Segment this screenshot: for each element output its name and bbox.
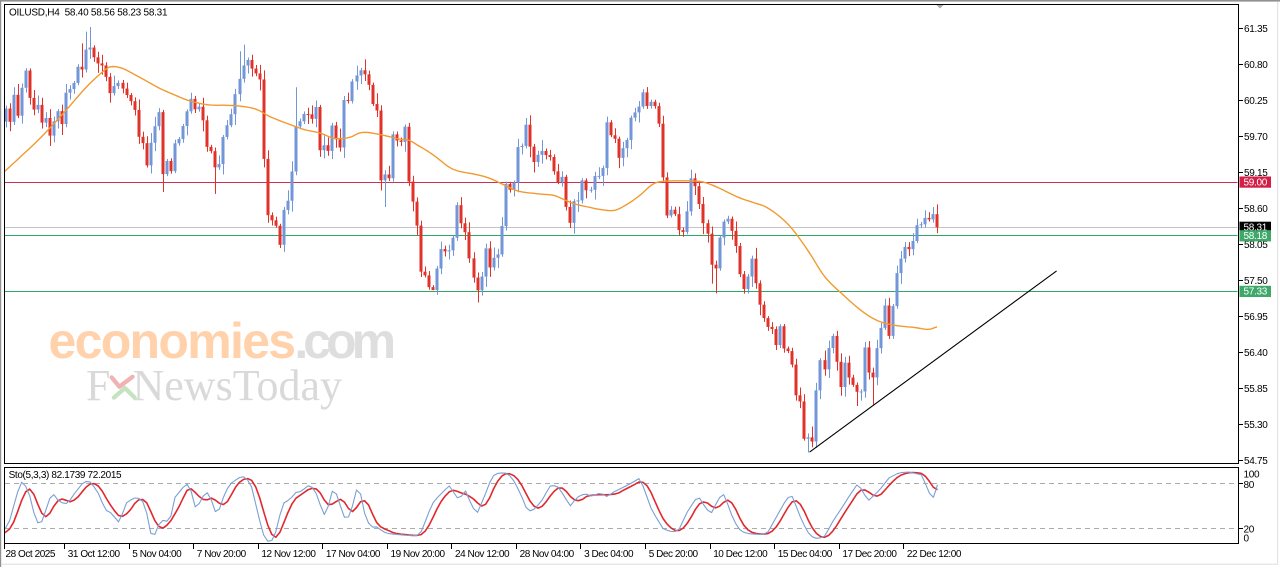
svg-text:59.15: 59.15: [1244, 168, 1268, 179]
svg-text:56.95: 56.95: [1244, 312, 1268, 323]
svg-text:56.40: 56.40: [1244, 348, 1268, 359]
svg-text:58.05: 58.05: [1244, 240, 1268, 251]
svg-text:80: 80: [1244, 480, 1255, 491]
svg-text:60.25: 60.25: [1244, 96, 1268, 107]
svg-text:57.50: 57.50: [1244, 276, 1268, 287]
svg-text:55.30: 55.30: [1244, 420, 1268, 431]
svg-text:17 Dec 20:00: 17 Dec 20:00: [842, 549, 897, 560]
svg-text:15 Dec 04:00: 15 Dec 04:00: [778, 549, 833, 560]
svg-text:24 Nov 12:00: 24 Nov 12:00: [455, 549, 510, 560]
svg-text:3 Dec 04:00: 3 Dec 04:00: [584, 549, 634, 560]
svg-text:55.85: 55.85: [1244, 384, 1268, 395]
svg-text:58.60: 58.60: [1244, 204, 1268, 215]
svg-text:5 Dec 20:00: 5 Dec 20:00: [649, 549, 699, 560]
svg-text:20: 20: [1244, 525, 1255, 536]
svg-text:31 Oct 12:00: 31 Oct 12:00: [68, 549, 121, 560]
svg-text:59.70: 59.70: [1244, 132, 1268, 143]
svg-text:58.18: 58.18: [1244, 231, 1268, 242]
svg-text:FxNewsToday: FxNewsToday: [86, 361, 342, 410]
svg-text:0: 0: [1244, 534, 1250, 545]
svg-text:5 Nov 04:00: 5 Nov 04:00: [132, 549, 182, 560]
svg-text:17 Nov 04:00: 17 Nov 04:00: [326, 549, 381, 560]
svg-text:7 Nov 20:00: 7 Nov 20:00: [197, 549, 247, 560]
svg-text:60.80: 60.80: [1244, 60, 1268, 71]
svg-text:28 Nov 04:00: 28 Nov 04:00: [520, 549, 575, 560]
svg-text:22 Dec 12:00: 22 Dec 12:00: [907, 549, 962, 560]
svg-text:10 Dec 12:00: 10 Dec 12:00: [713, 549, 768, 560]
svg-text:58.31: 58.31: [1244, 223, 1268, 234]
svg-text:100: 100: [1244, 470, 1261, 481]
svg-text:OILUSD,H4 58.40 58.56 58.23 5: OILUSD,H4 58.40 58.56 58.23 58.31: [9, 8, 168, 19]
svg-text:economies.com: economies.com: [49, 313, 394, 369]
svg-text:19 Nov 20:00: 19 Nov 20:00: [391, 549, 446, 560]
svg-text:61.35: 61.35: [1244, 24, 1268, 35]
svg-text:Sto(5,3,3) 82.1739 72.2015: Sto(5,3,3) 82.1739 72.2015: [9, 470, 122, 481]
svg-text:59.00: 59.00: [1244, 177, 1268, 188]
svg-text:12 Nov 12:00: 12 Nov 12:00: [261, 549, 316, 560]
svg-text:28 Oct 2025: 28 Oct 2025: [6, 549, 56, 560]
svg-text:54.75: 54.75: [1244, 456, 1268, 467]
svg-text:57.33: 57.33: [1244, 287, 1268, 298]
